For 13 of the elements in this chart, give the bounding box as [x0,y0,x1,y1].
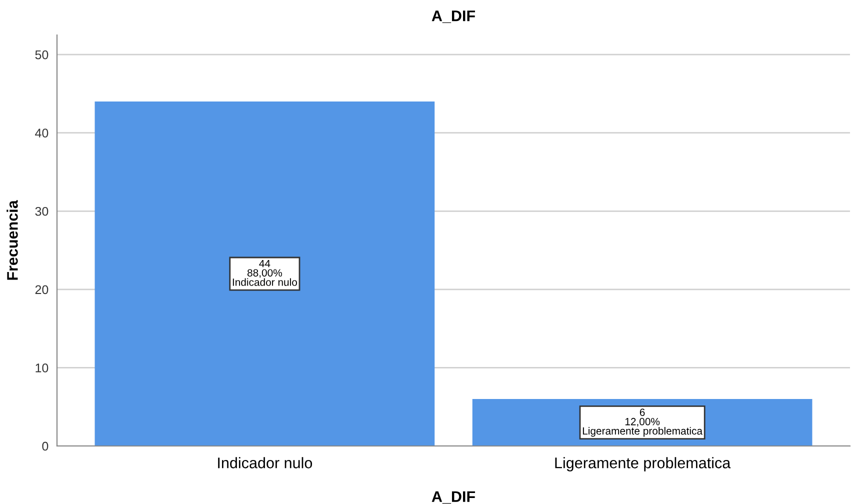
y-tick-label: 0 [42,442,48,451]
y-tick-label: 20 [35,285,48,294]
x-tick-label: Ligeramente problematica [555,457,731,472]
chart-title: A_DIF [432,10,476,23]
x-tick-label: Indicador nulo [218,457,312,468]
y-tick-label: 30 [35,206,48,216]
data-label: 44 88,00% Indicador nulo [232,260,297,286]
y-tick-label: 10 [36,364,48,372]
data-label: 6 12,00% Ligeramente problematica [582,408,703,437]
x-axis-title: A_DIF [432,491,476,504]
y-tick-label: 50 [35,50,48,60]
y-tick-label: 40 [35,128,48,138]
y-axis-title: Frecuencia [6,200,18,280]
